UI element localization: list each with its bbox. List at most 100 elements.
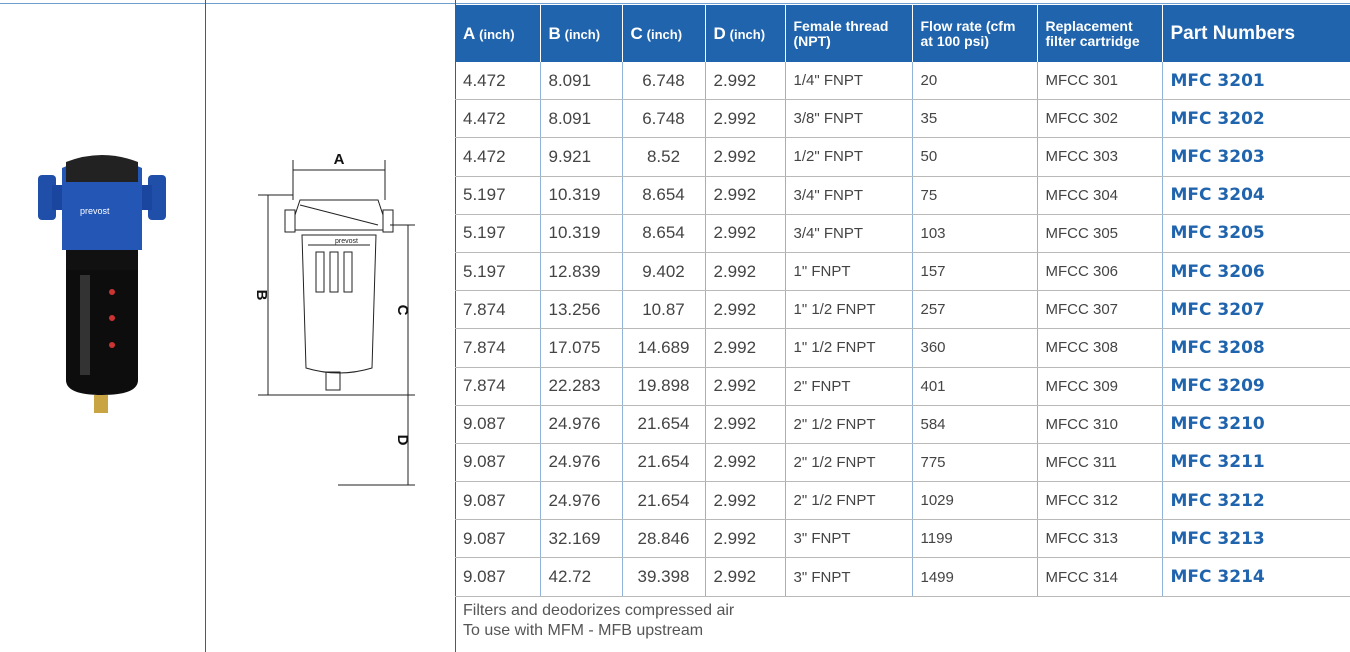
cell: 3" FNPT: [785, 557, 913, 597]
cell: 13.256: [540, 290, 623, 330]
table-row: 9.087 24.976 21.654 2.992 2" 1/2 FNPT 775 MFCC…: [455, 443, 1350, 483]
cell: 2.992: [705, 99, 786, 139]
cell: 10.319: [540, 214, 623, 253]
column-header: B (inch): [540, 5, 623, 62]
cell: 1199: [912, 519, 1038, 559]
cell: 9.087: [455, 443, 541, 483]
cell: 5.197: [455, 252, 541, 292]
part-number: MFC 3205: [1162, 214, 1350, 253]
table-row: 7.874 17.075 14.689 2.992 1" 1/2 FNPT 360 MFCC…: [455, 328, 1350, 368]
part-number: MFC 3207: [1162, 290, 1350, 330]
cell: 24.976: [540, 405, 623, 444]
cell: 3/4" FNPT: [785, 214, 913, 253]
cell: 8.091: [540, 99, 623, 139]
cell: 7.874: [455, 290, 541, 330]
cell: 5.197: [455, 176, 541, 215]
note: Filters and deodorizes compressed air: [463, 602, 735, 619]
cell: MFCC 309: [1037, 367, 1163, 406]
cell: 39.398: [622, 557, 706, 597]
cell: 3/4" FNPT: [785, 176, 913, 215]
cell: 2.992: [705, 481, 786, 521]
cell: MFCC 314: [1037, 557, 1163, 597]
cell: 21.654: [622, 481, 706, 521]
cell: 2.992: [705, 557, 786, 597]
cell: 50: [912, 137, 1038, 177]
table-row: 9.087 24.976 21.654 2.992 2" 1/2 FNPT 584 MFCC…: [455, 405, 1350, 444]
column-header: Flow rate (cfm at 100 psi): [912, 5, 1038, 62]
table-row: 5.197 12.839 9.402 2.992 1" FNPT 157 MFCC 306 M…: [455, 252, 1350, 292]
header-label: Female thread (NPT): [793, 17, 889, 49]
cell: 1" 1/2 FNPT: [785, 328, 913, 368]
part-number: MFC 3209: [1162, 367, 1350, 406]
column-header: D (inch): [705, 5, 786, 62]
cell: 24.976: [540, 443, 623, 483]
table-body: 4.472 8.091 6.748 2.992 1/4" FNPT 20 MFCC 301 M…: [455, 62, 1350, 597]
cell: 9.921: [540, 137, 623, 177]
cell: 1/4" FNPT: [785, 62, 913, 101]
cell: 2.992: [705, 137, 786, 177]
header-label: A: [463, 23, 476, 43]
cell: 257: [912, 290, 1038, 330]
table-row: 7.874 13.256 10.87 2.992 1" 1/2 FNPT 257 MFCC …: [455, 290, 1350, 330]
notes: Filters and deodorizes compressed air To …: [463, 601, 734, 641]
brand-label: prevost: [80, 206, 110, 216]
cell: 103: [912, 214, 1038, 253]
part-number: MFC 3202: [1162, 99, 1350, 139]
part-number: MFC 3206: [1162, 252, 1350, 292]
dimension-label: A: [334, 151, 345, 168]
column-header: Part Numbers: [1162, 5, 1350, 62]
cell: 9.087: [455, 481, 541, 521]
cell: MFCC 305: [1037, 214, 1163, 253]
spec-table: A (inch) B (inch) C (inch) D (inch) Female t…: [455, 5, 1350, 597]
cell: MFCC 306: [1037, 252, 1163, 292]
header-row: A (inch) B (inch) C (inch) D (inch) Female t…: [455, 5, 1350, 62]
cell: 2.992: [705, 367, 786, 406]
cell: MFCC 313: [1037, 519, 1163, 559]
cell: 584: [912, 405, 1038, 444]
part-number: MFC 3213: [1162, 519, 1350, 559]
part-number: MFC 3201: [1162, 62, 1350, 101]
column-header: Female thread (NPT): [785, 5, 913, 62]
cell: MFCC 312: [1037, 481, 1163, 521]
header-label: D: [713, 23, 726, 43]
cell: 2.992: [705, 443, 786, 483]
cell: 10.87: [622, 290, 706, 330]
cell: 7.874: [455, 367, 541, 406]
part-number: MFC 3204: [1162, 176, 1350, 215]
cell: 7.874: [455, 328, 541, 368]
part-number: MFC 3210: [1162, 405, 1350, 444]
part-number: MFC 3214: [1162, 557, 1350, 597]
header-unit: (inch): [479, 26, 515, 42]
cell: 20: [912, 62, 1038, 101]
cell: 2.992: [705, 519, 786, 559]
dimension-drawing: [258, 160, 415, 486]
header-label: C: [630, 23, 643, 43]
table-row: 9.087 32.169 28.846 2.992 3" FNPT 1199 MFCC 31…: [455, 519, 1350, 559]
dimension-label: C: [394, 305, 411, 316]
column-header: C (inch): [622, 5, 706, 62]
cell: 2.992: [705, 328, 786, 368]
header-unit: (inch): [729, 26, 766, 42]
cell: 12.839: [540, 252, 623, 292]
cell: 32.169: [540, 519, 623, 559]
part-number: MFC 3203: [1162, 137, 1350, 177]
table-row: 5.197 10.319 8.654 2.992 3/4" FNPT 103 MFCC 30…: [455, 214, 1350, 253]
cell: 1" 1/2 FNPT: [785, 290, 913, 330]
product-image: prevost: [38, 155, 166, 413]
header-label: B: [548, 23, 561, 43]
column-rule: [205, 0, 206, 652]
cell: MFCC 302: [1037, 99, 1163, 139]
header-unit: (inch): [564, 26, 601, 42]
cell: 9.087: [455, 519, 541, 559]
cell: 75: [912, 176, 1038, 215]
header-label: Replacement filter cartridge: [1045, 17, 1140, 49]
cell: 9.087: [455, 557, 541, 597]
table-row: 5.197 10.319 8.654 2.992 3/4" FNPT 75 MFCC 304…: [455, 176, 1350, 215]
cell: 10.319: [540, 176, 623, 215]
column-header: A (inch): [455, 5, 541, 62]
header-label: Flow rate (cfm at 100 psi): [920, 17, 1016, 49]
part-number: MFC 3208: [1162, 328, 1350, 368]
cell: 42.72: [540, 557, 623, 597]
cell: 2.992: [705, 176, 786, 215]
